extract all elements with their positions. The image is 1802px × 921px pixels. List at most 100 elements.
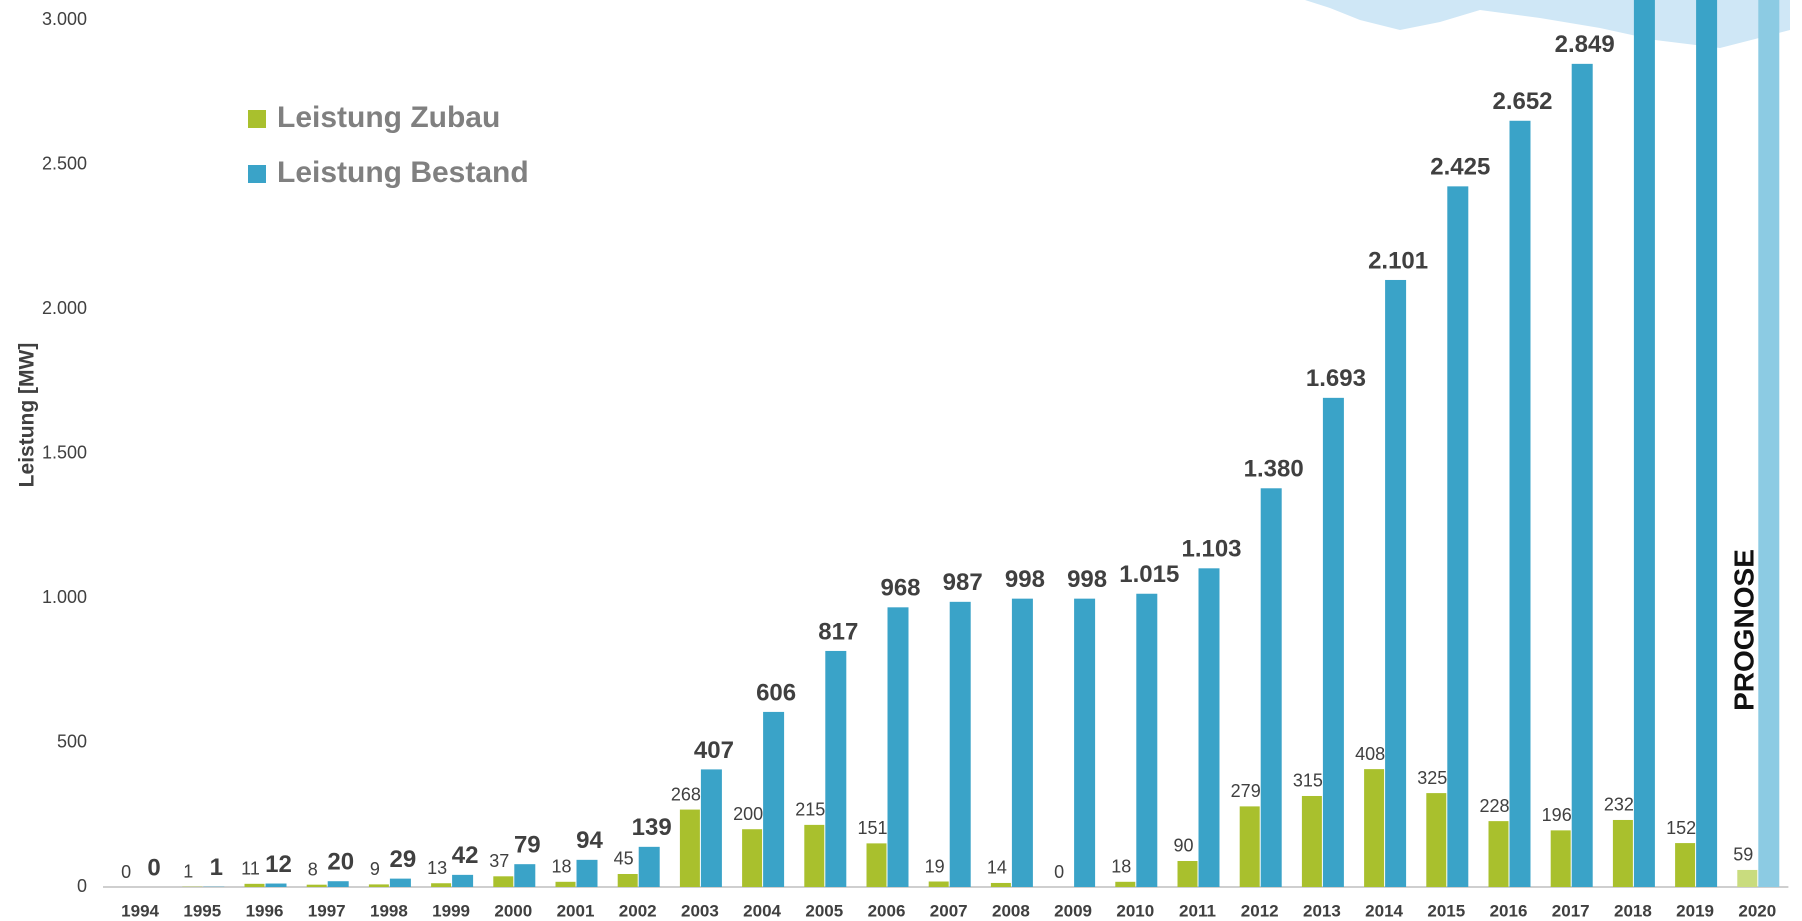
value-label: 1.015 xyxy=(1119,561,1179,588)
bar xyxy=(1385,279,1407,888)
bar xyxy=(866,843,887,887)
bar xyxy=(1322,397,1344,887)
bar xyxy=(949,601,971,887)
value-label: 19 xyxy=(925,856,945,876)
x-tick-label: 2015 xyxy=(1427,901,1465,920)
value-label: 151 xyxy=(857,818,887,838)
value-label: 2.652 xyxy=(1492,88,1552,115)
value-label: 407 xyxy=(694,737,734,764)
x-tick-label: 1995 xyxy=(183,901,221,920)
value-label: 279 xyxy=(1231,781,1261,801)
x-tick-label: 2017 xyxy=(1552,901,1590,920)
bar xyxy=(1239,806,1260,887)
bar xyxy=(763,711,785,887)
value-label: 215 xyxy=(795,800,825,820)
bar xyxy=(1696,0,1718,887)
bar xyxy=(1260,488,1282,887)
bar xyxy=(679,809,700,887)
value-label: 408 xyxy=(1355,744,1385,764)
value-label: 20 xyxy=(327,849,354,876)
value-label: 998 xyxy=(1005,566,1045,593)
bar xyxy=(1550,830,1571,887)
value-label: 998 xyxy=(1067,566,1107,593)
value-label: 45 xyxy=(614,849,634,869)
bar xyxy=(1177,860,1198,887)
x-tick-label: 2009 xyxy=(1054,901,1092,920)
bar xyxy=(887,607,909,887)
value-label: 94 xyxy=(576,827,603,854)
value-label: 139 xyxy=(632,814,672,841)
value-label: 59 xyxy=(1733,845,1753,865)
bar xyxy=(1074,598,1096,887)
value-label: 1.380 xyxy=(1244,456,1304,483)
bar xyxy=(1509,120,1531,887)
value-label: 8 xyxy=(308,859,318,879)
bar xyxy=(431,883,452,887)
bar xyxy=(1488,821,1509,887)
value-label: 1 xyxy=(210,854,223,881)
value-label: 42 xyxy=(452,842,479,869)
bar xyxy=(493,876,514,887)
bar xyxy=(1675,843,1696,887)
bar xyxy=(990,882,1011,887)
value-label: 29 xyxy=(390,846,417,873)
value-label: 11 xyxy=(241,859,260,879)
value-label: 1.103 xyxy=(1181,536,1241,563)
value-label: 12 xyxy=(265,851,292,878)
bar xyxy=(742,829,763,887)
x-tick-label: 2019 xyxy=(1676,901,1714,920)
bar xyxy=(555,881,576,887)
value-label: 987 xyxy=(943,569,983,596)
bar xyxy=(576,859,598,887)
y-tick-label: 2.500 xyxy=(42,153,87,173)
x-tick-label: 2003 xyxy=(681,901,719,920)
map-decoration xyxy=(1305,0,1790,48)
x-tick-label: 2001 xyxy=(557,901,595,920)
bar xyxy=(825,650,847,887)
y-tick-label: 2.000 xyxy=(42,298,87,318)
bar xyxy=(700,769,722,887)
value-label: 228 xyxy=(1479,796,1509,816)
y-axis-label: Leistung [MW] xyxy=(16,343,39,488)
value-label: 268 xyxy=(671,784,701,804)
value-label: 14 xyxy=(987,858,1007,878)
x-tick-label: 2013 xyxy=(1303,901,1341,920)
value-label: 817 xyxy=(818,618,858,645)
bar xyxy=(1737,869,1758,887)
legend-swatch xyxy=(248,165,266,183)
bar xyxy=(617,873,638,887)
value-label: 152 xyxy=(1666,818,1696,838)
x-tick-label: 2014 xyxy=(1365,901,1403,920)
bar xyxy=(804,824,825,887)
bar xyxy=(1612,819,1633,887)
value-label: 2.849 xyxy=(1555,31,1615,58)
bar xyxy=(514,864,536,887)
x-tick-label: 2007 xyxy=(930,901,968,920)
legend-swatch xyxy=(248,110,266,128)
value-label: 315 xyxy=(1293,771,1323,791)
value-label: 79 xyxy=(514,832,541,859)
x-tick-label: 2010 xyxy=(1116,901,1154,920)
value-label: 196 xyxy=(1542,805,1572,825)
annotation: PROGNOSE xyxy=(1729,549,1760,711)
y-tick-label: 3.000 xyxy=(42,9,87,29)
bar xyxy=(1364,769,1385,887)
bar xyxy=(638,846,660,887)
value-label: 232 xyxy=(1604,795,1634,815)
value-label: 37 xyxy=(489,851,509,871)
x-tick-label: 2006 xyxy=(868,901,906,920)
x-tick-label: 1996 xyxy=(246,901,284,920)
x-tick-label: 2011 xyxy=(1179,901,1216,920)
x-tick-label: 2008 xyxy=(992,901,1030,920)
y-tick-label: 0 xyxy=(77,876,87,896)
bar xyxy=(1115,881,1136,887)
x-tick-label: 1998 xyxy=(370,901,408,920)
x-tick-label: 2020 xyxy=(1738,901,1776,920)
x-tick-label: 2018 xyxy=(1614,901,1652,920)
value-label: 0 xyxy=(147,854,160,881)
value-label: 2.101 xyxy=(1368,247,1428,274)
bar xyxy=(1011,598,1033,887)
bar xyxy=(327,881,349,887)
x-tick-label: 2002 xyxy=(619,901,657,920)
